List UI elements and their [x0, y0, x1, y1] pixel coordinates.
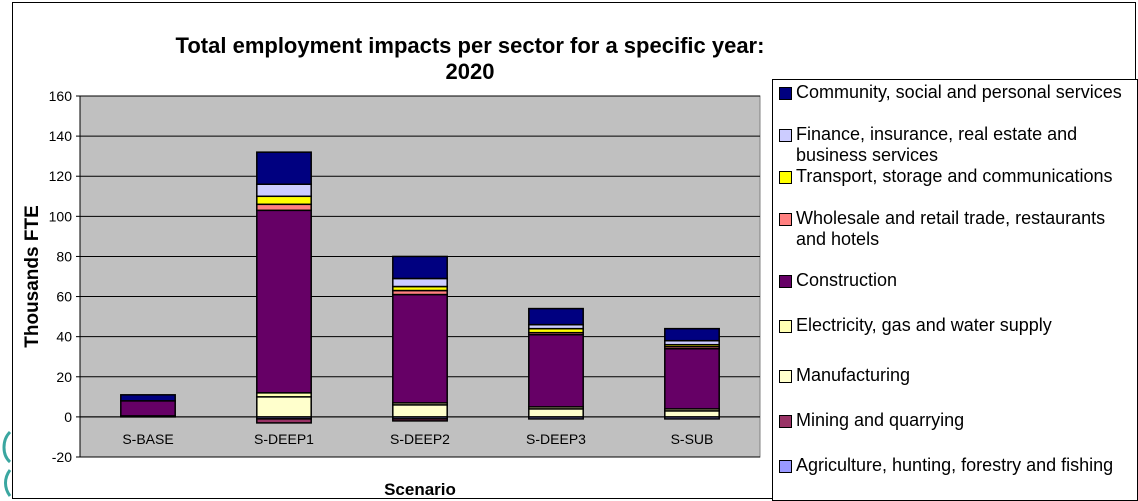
- bar-segment: [528, 408, 584, 418]
- y-tick-label: 120: [49, 168, 73, 184]
- bar-segment: [528, 307, 584, 326]
- bar-segment: [392, 418, 448, 422]
- legend-swatch: [779, 213, 792, 226]
- legend-label: Electricity, gas and water supply: [796, 315, 1052, 335]
- y-tick-label: -20: [52, 449, 72, 465]
- y-tick-label: 0: [64, 409, 72, 425]
- y-tick-label: 160: [49, 88, 73, 104]
- bar-segment: [392, 255, 448, 280]
- bar-segment: [256, 203, 312, 212]
- y-tick-label: 80: [56, 248, 72, 264]
- legend-label: Finance, insurance, real estate and busi…: [796, 124, 1078, 165]
- legend-swatch: [779, 275, 792, 288]
- bar-segment: [120, 394, 176, 402]
- legend-label: Wholesale and retail trade, restaurants …: [796, 208, 1106, 249]
- bar-segment: [664, 327, 720, 342]
- x-axis-title: Scenario: [384, 480, 456, 499]
- legend-label: Transport, storage and communications: [796, 166, 1113, 186]
- bar-segment: [256, 183, 312, 198]
- y-tick-label: 40: [56, 329, 72, 345]
- legend-label: Construction: [796, 270, 898, 290]
- x-tick-label: S-DEEP1: [254, 431, 314, 447]
- bar-segment: [392, 404, 448, 418]
- legend-swatch: [779, 87, 792, 100]
- legend-swatch: [779, 415, 792, 428]
- bar-segment: [664, 347, 720, 410]
- bar-segment: [256, 418, 312, 424]
- bar-segment: [256, 396, 312, 418]
- bar-segment: [256, 151, 312, 185]
- legend-swatch: [779, 460, 792, 473]
- y-tick-label: 100: [49, 208, 73, 224]
- bar-segment: [256, 195, 312, 206]
- legend: Community, social and personal services F…: [772, 79, 1138, 501]
- legend-swatch: [779, 171, 792, 184]
- x-tick-label: S-DEEP3: [526, 431, 586, 447]
- bar-segment: [392, 277, 448, 288]
- legend-label: Community, social and personal services: [796, 82, 1122, 102]
- legend-label: Agriculture, hunting, forestry and fishi…: [796, 455, 1114, 475]
- x-tick-label: S-DEEP2: [390, 431, 450, 447]
- legend-swatch: [779, 129, 792, 142]
- legend-label: Mining and quarrying: [796, 410, 965, 430]
- y-tick-label: 60: [56, 289, 72, 305]
- legend-swatch: [779, 370, 792, 383]
- y-tick-label: 140: [49, 128, 73, 144]
- x-tick-label: S-BASE: [122, 431, 173, 447]
- legend-swatch: [779, 320, 792, 333]
- chart-title: Total employment impacts per sector for …: [175, 33, 765, 84]
- legend-label: Manufacturing: [796, 365, 911, 385]
- bar-segment: [528, 333, 584, 408]
- bar-segment: [256, 209, 312, 394]
- bar-segment: [392, 293, 448, 404]
- bar-segment: [120, 400, 176, 417]
- bar-segment: [664, 410, 720, 418]
- y-axis-title: Thousands FTE: [22, 205, 43, 348]
- y-tick-label: 20: [56, 369, 72, 385]
- logo-fragment-icon: [2, 430, 12, 497]
- plot-svg: -20 0 20 40 60 80 100 120 140 160 S-BASE S-DEEP1 S-D…: [22, 88, 761, 499]
- x-tick-label: S-SUB: [671, 431, 714, 447]
